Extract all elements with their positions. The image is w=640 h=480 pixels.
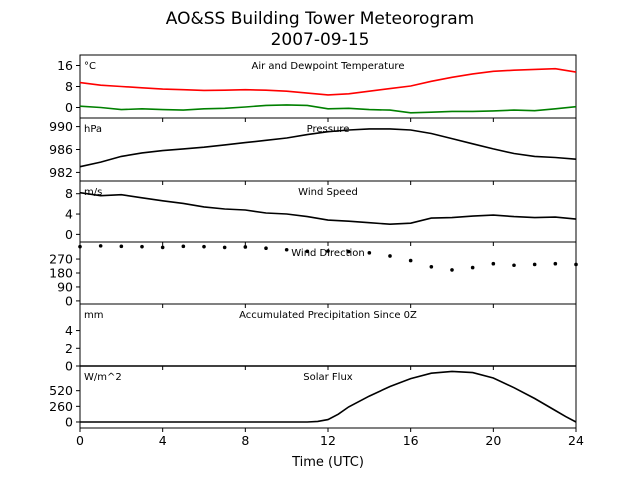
y-tick-label: 180 [49,266,73,281]
panels: 0 8 16 °C Air and Dewpoint Temperature 982 986… [49,54,584,448]
unit-label: °C [84,61,96,72]
x-tick-label: 0 [76,433,84,448]
series-line [79,191,577,226]
y-tick-label: 8 [65,186,73,201]
data-point [305,249,310,254]
data-point [346,249,351,254]
data-point [450,268,454,272]
y-tick-label: 0 [65,100,73,115]
y-tick-label: 0 [65,293,73,308]
data-point [408,258,413,263]
figure-title: AO&SS Building Tower Meteorogram [166,9,474,29]
unit-label: hPa [84,124,102,135]
panel-4: 0 2 4 mm Accumulated Precipitation Since 0Z [65,303,577,374]
data-point [222,245,227,250]
y-tick-label: 2 [65,341,73,356]
panel-1: 982 986 990 hPa Pressure [49,117,577,185]
unit-label: W/m^2 [84,372,122,383]
x-tick-label: 12 [320,433,336,448]
data-point [532,262,537,267]
panel-title: Accumulated Precipitation Since 0Z [239,310,417,321]
data-point [78,244,82,249]
y-tick-label: 990 [49,119,73,134]
x-tick-label: 16 [403,433,419,448]
unit-label: mm [84,310,103,321]
y-tick-label: 986 [49,142,73,157]
data-point [140,244,144,249]
data-point [491,261,496,266]
x-tick-label: 20 [485,433,501,448]
x-tick-label: 24 [568,433,584,448]
x-axis-label: Time (UTC) [291,455,364,470]
panel-2: 0 4 8 m/s Wind Speed [65,180,577,246]
y-tick-label: 520 [49,383,73,398]
y-tick-label: 90 [57,279,73,294]
unit-label: m/s [84,187,102,198]
data-point [388,254,392,258]
data-point [119,244,124,249]
data-point [264,246,268,250]
x-tick-label: 4 [159,433,167,448]
data-point [470,265,475,270]
panel-0: 0 8 16 °C Air and Dewpoint Temperature [57,54,577,122]
panel-title: Pressure [307,124,350,135]
data-point [553,261,558,266]
panel-title: Wind Direction [291,248,365,259]
data-point [429,265,434,269]
series-line [79,128,577,168]
data-point [326,249,330,253]
data-point [512,263,516,268]
data-point [574,262,578,267]
panel-title: Solar Flux [303,372,353,383]
y-tick-label: 4 [65,323,73,338]
panel-title: Air and Dewpoint Temperature [252,61,405,72]
y-tick-label: 8 [65,79,73,94]
panel-title: Wind Speed [298,187,358,198]
x-tick-label: 8 [241,433,249,448]
y-tick-label: 270 [49,252,73,267]
data-point [243,245,248,249]
data-point [202,244,206,249]
data-point [367,251,372,255]
y-tick-label: 0 [65,359,73,374]
series-line [79,67,577,96]
y-tick-label: 260 [49,399,73,414]
y-tick-label: 0 [65,227,73,242]
y-tick-label: 0 [65,414,73,429]
y-tick-label: 16 [57,58,73,73]
data-point [98,244,103,248]
data-point [181,244,186,249]
data-point [160,245,165,250]
y-tick-label: 4 [65,207,73,222]
series-line [80,370,577,423]
series-line [79,104,577,114]
data-point [284,247,289,252]
figure-date: 2007-09-15 [271,30,370,50]
y-tick-label: 982 [49,165,73,180]
